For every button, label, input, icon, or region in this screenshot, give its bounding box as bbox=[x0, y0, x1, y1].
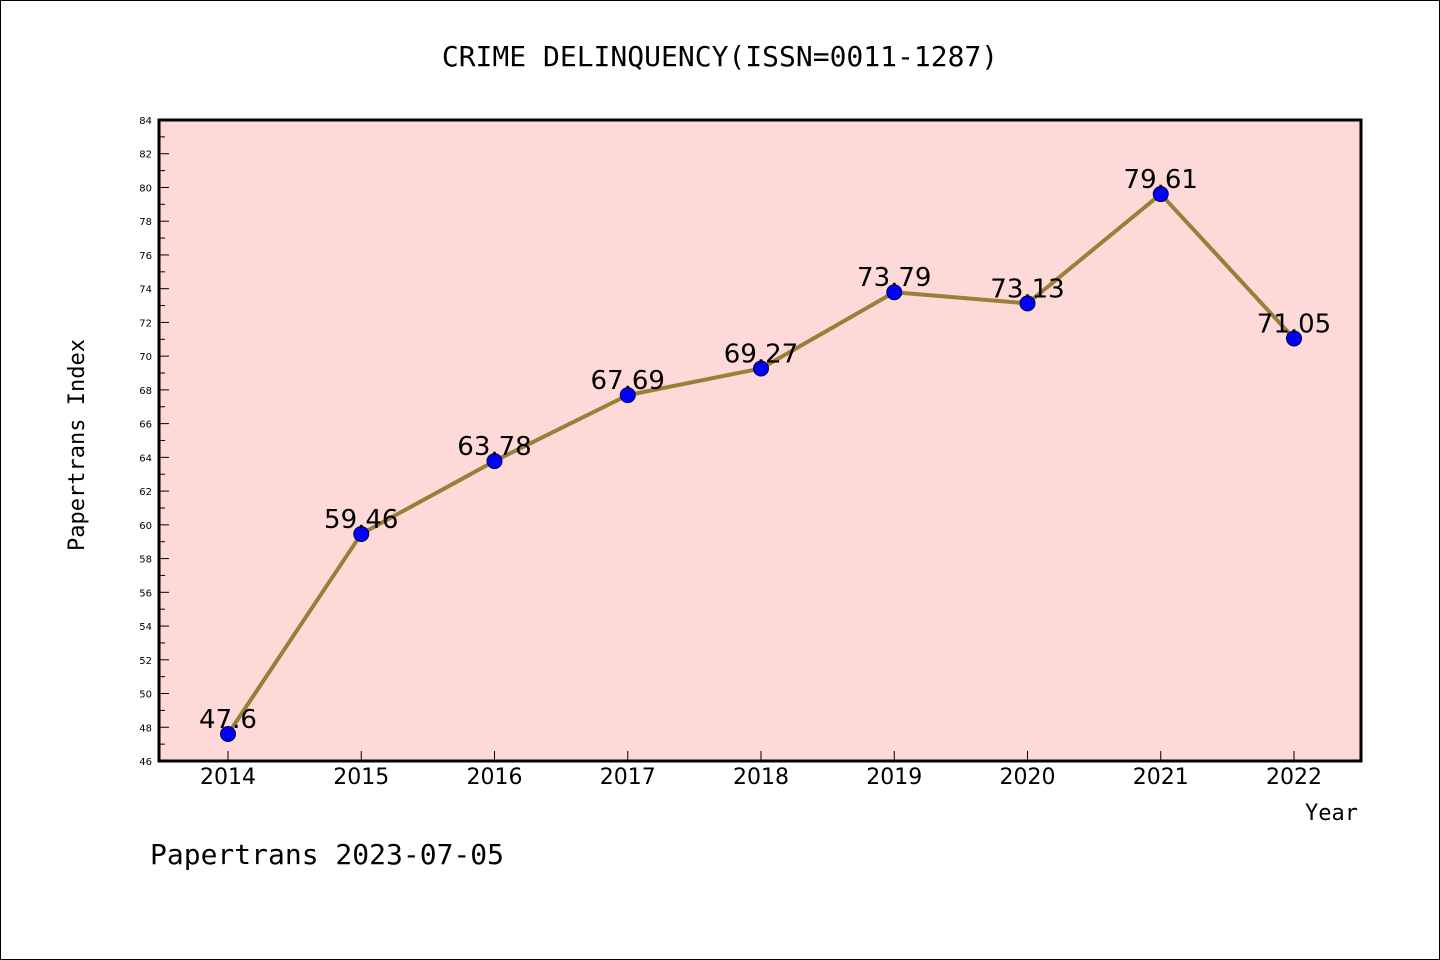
y-tick-label: 50 bbox=[139, 690, 152, 701]
y-tick-label: 68 bbox=[139, 386, 152, 397]
plot-area bbox=[159, 120, 1361, 761]
data-point bbox=[753, 360, 769, 377]
y-tick-label: 80 bbox=[139, 183, 152, 194]
y-tick-label: 62 bbox=[139, 487, 152, 498]
data-label: 73.13 bbox=[990, 274, 1064, 304]
data-label: 73.79 bbox=[857, 263, 931, 293]
y-tick-label: 74 bbox=[139, 285, 152, 296]
x-tick-label: 2019 bbox=[866, 765, 922, 790]
y-tick-label: 78 bbox=[139, 217, 152, 228]
y-tick-label: 72 bbox=[139, 318, 152, 329]
data-label: 71.05 bbox=[1257, 309, 1331, 339]
plot-border bbox=[157, 118, 1363, 763]
x-tick-label: 2020 bbox=[1000, 765, 1056, 790]
data-point bbox=[619, 387, 636, 404]
y-tick-label: 66 bbox=[139, 420, 152, 431]
x-axis: 2014 2015 2016 2017 2018 2019 2020 2021 2022 bbox=[200, 751, 1322, 790]
y-tick-label: 54 bbox=[139, 622, 152, 633]
data-point bbox=[220, 726, 236, 743]
y-tick-label: 84 bbox=[139, 116, 152, 127]
x-tick-label: 2018 bbox=[733, 765, 789, 790]
series-markers bbox=[220, 186, 1302, 743]
y-tick-label: 76 bbox=[139, 251, 152, 262]
data-label: 79.61 bbox=[1124, 165, 1198, 195]
y-tick-label: 46 bbox=[139, 757, 152, 768]
data-point bbox=[1019, 295, 1036, 312]
x-tick-label: 2022 bbox=[1266, 765, 1322, 790]
y-axis-label: Papertrans Index bbox=[65, 339, 90, 551]
chart-title: CRIME DELINQUENCY(ISSN=0011-1287) bbox=[442, 40, 998, 73]
x-tick-label: 2017 bbox=[600, 765, 656, 790]
y-tick-label: 64 bbox=[139, 453, 152, 464]
x-tick-label: 2015 bbox=[333, 765, 389, 790]
data-label: 67.69 bbox=[591, 366, 665, 396]
data-label: 69.27 bbox=[724, 339, 798, 369]
data-label: 59.46 bbox=[324, 505, 398, 535]
x-tick-label: 2016 bbox=[467, 765, 523, 790]
y-tick-label: 70 bbox=[139, 352, 152, 363]
y-tick-label: 48 bbox=[139, 723, 152, 734]
y-tick-label: 60 bbox=[139, 521, 152, 532]
x-axis-label: Year bbox=[1305, 801, 1358, 826]
data-point bbox=[1286, 330, 1302, 347]
data-point bbox=[1152, 186, 1169, 203]
y-tick-label: 56 bbox=[139, 588, 152, 599]
x-tick-label: 2014 bbox=[200, 765, 256, 790]
data-point bbox=[486, 453, 503, 470]
x-tick-label: 2021 bbox=[1133, 765, 1189, 790]
data-label: 63.78 bbox=[457, 432, 531, 462]
y-tick-label: 82 bbox=[139, 150, 152, 161]
footer-text: Papertrans 2023-07-05 bbox=[150, 838, 504, 871]
data-point bbox=[353, 525, 370, 542]
data-label: 47.6 bbox=[199, 705, 257, 735]
y-tick-label: 52 bbox=[139, 656, 152, 667]
data-labels: 47.6 59.46 63.78 67.69 69.27 73.79 73.13 79.61 7… bbox=[199, 165, 1331, 735]
data-point bbox=[886, 284, 903, 301]
y-tick-label: 58 bbox=[139, 555, 152, 566]
